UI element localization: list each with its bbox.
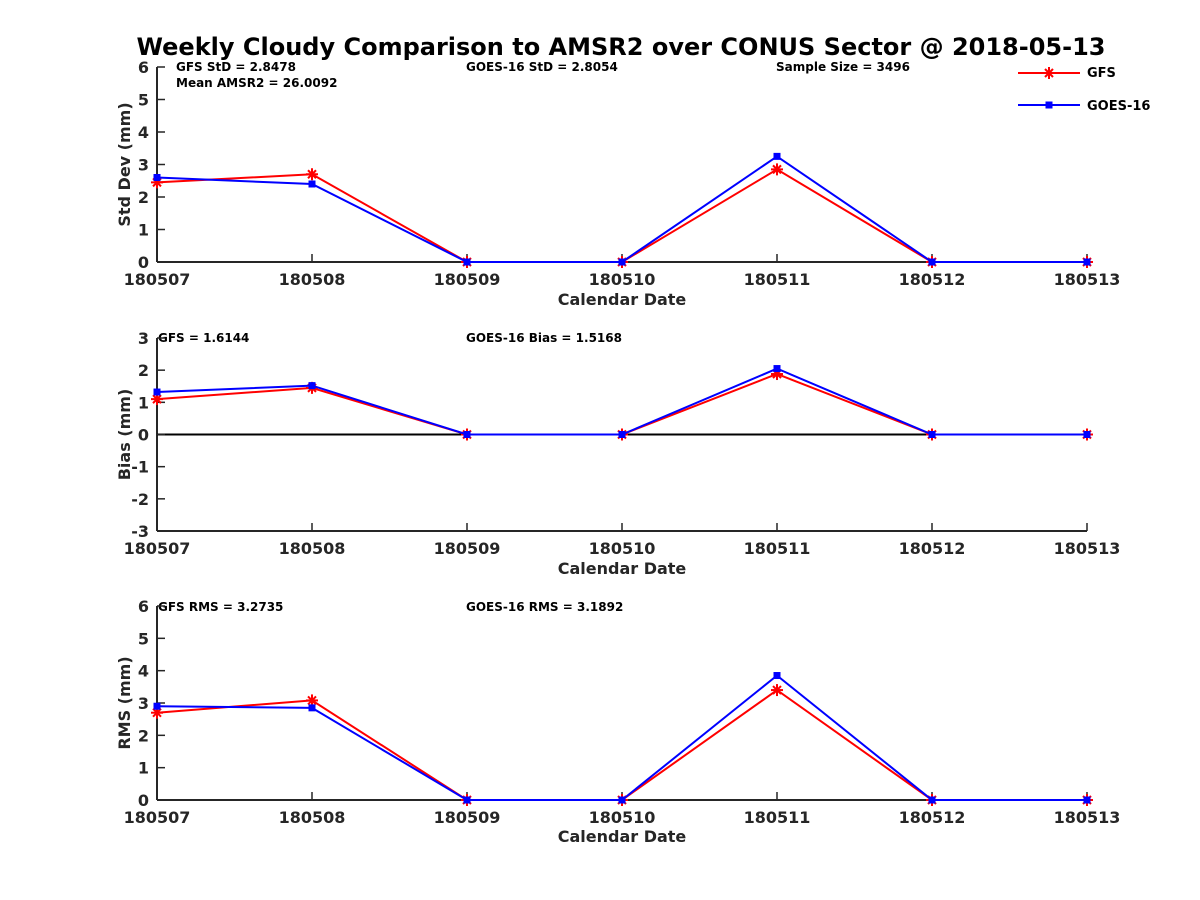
x-tick-label: 180508 [279,808,346,827]
x-tick-label: 180512 [899,539,966,558]
y-tick-label: 0 [138,426,149,445]
y-tick-label: 1 [138,393,149,412]
x-tick-label: 180509 [434,808,501,827]
y-tick-label: 0 [138,791,149,810]
legend-label-goes16: GOES-16 [1087,99,1150,114]
x-tick-label: 180511 [744,539,811,558]
legend: GFS GOES-16 [1018,66,1150,114]
annotation-mean-amsr2: Mean AMSR2 = 26.0092 [176,76,337,90]
legend-label-gfs: GFS [1087,66,1116,81]
legend-marker-gfs [1043,67,1055,79]
data-point-goes-16 [463,258,471,266]
x-tick-label: 180510 [589,539,656,558]
x-tick-label: 180512 [899,270,966,289]
annotation-goes16-std: GOES-16 StD = 2.8054 [466,60,618,74]
annotation-sample-size: Sample Size = 3496 [776,60,910,74]
data-point-gfs [771,684,783,697]
x-tick-label: 180507 [124,539,191,558]
bias-panel: GFS = 1.6144 GOES-16 Bias = 1.5168 -3 -2 -… [115,329,1120,578]
y-tick-label: 3 [138,694,149,713]
y-tick-label: 2 [138,361,149,380]
data-point-goes-16 [773,152,781,160]
y-tick-label: 0 [138,253,149,272]
data-point-gfs [771,163,783,176]
y-tick-label: -2 [131,490,149,509]
y-axis-label: Bias (mm) [115,389,134,481]
annotation-gfs-rms: GFS RMS = 3.2735 [158,600,283,614]
x-tick-label: 180513 [1054,539,1121,558]
series-line-goes-16 [156,155,1087,263]
x-axis-label: Calendar Date [558,290,687,309]
x-tick-label: 180511 [744,270,811,289]
annotation-goes16-bias: GOES-16 Bias = 1.5168 [466,331,622,345]
x-axis-label: Calendar Date [558,559,687,578]
data-point-goes-16 [773,672,781,680]
y-tick-label: 1 [138,759,149,778]
data-point-goes-16 [153,174,161,181]
series-line-gfs [156,688,1087,801]
y-axis-label: RMS (mm) [115,656,134,749]
data-point-goes-16 [928,258,936,266]
std-dev-panel: GFS StD = 2.8478 Mean AMSR2 = 26.0092 GO… [115,58,1120,309]
y-tick-label: 6 [138,597,149,616]
data-point-goes-16 [308,180,316,188]
data-point-goes-16 [773,365,781,373]
y-tick-label: 4 [138,662,149,681]
annotation-gfs-std: GFS StD = 2.8478 [176,60,296,74]
data-point-goes-16 [153,702,161,710]
x-tick-label: 180508 [279,539,346,558]
data-point-goes-16 [463,431,471,438]
y-tick-label: 2 [138,726,149,745]
y-tick-label: 3 [138,156,149,175]
rms-panel: GFS RMS = 3.2735 GOES-16 RMS = 3.1892 01… [115,597,1120,846]
x-tick-label: 180507 [124,808,191,827]
y-tick-label: 5 [138,629,149,648]
x-tick-label: 180509 [434,539,501,558]
x-tick-label: 180513 [1054,808,1121,827]
data-point-goes-16 [618,431,626,438]
y-axis-label: Std Dev (mm) [115,102,134,226]
y-tick-label: 2 [138,188,149,207]
data-point-goes-16 [308,382,316,390]
y-tick-label: 5 [138,91,149,110]
chart-title: Weekly Cloudy Comparison to AMSR2 over C… [137,33,1106,61]
annotation-goes16-rms: GOES-16 RMS = 3.1892 [466,600,623,614]
y-tick-label: -1 [131,458,149,477]
x-axis-label: Calendar Date [558,827,687,846]
data-point-gfs [306,168,318,181]
data-point-goes-16 [1083,796,1091,804]
y-tick-label: -3 [131,522,149,541]
x-tick-label: 180510 [589,808,656,827]
series-line-goes-16 [156,674,1087,801]
y-tick-label: 3 [138,329,149,348]
x-tick-label: 180507 [124,270,191,289]
x-tick-label: 180511 [744,808,811,827]
data-point-goes-16 [153,388,161,396]
data-point-goes-16 [928,431,936,438]
y-tick-label: 4 [138,123,149,142]
x-tick-label: 180508 [279,270,346,289]
series-line-goes-16 [156,367,1087,436]
x-tick-label: 180510 [589,270,656,289]
data-point-goes-16 [463,796,471,804]
data-point-goes-16 [1083,431,1091,438]
y-tick-label: 1 [138,221,149,240]
data-point-goes-16 [308,704,316,712]
data-point-goes-16 [1083,258,1091,266]
annotation-gfs-bias: GFS = 1.6144 [158,331,249,345]
x-tick-label: 180509 [434,270,501,289]
x-tick-label: 180512 [899,808,966,827]
data-point-goes-16 [618,796,626,804]
data-point-goes-16 [928,796,936,804]
y-tick-label: 6 [138,58,149,77]
series-line-gfs [156,372,1087,436]
legend-marker-goes16 [1045,101,1053,109]
data-point-goes-16 [618,258,626,266]
x-tick-label: 180513 [1054,270,1121,289]
